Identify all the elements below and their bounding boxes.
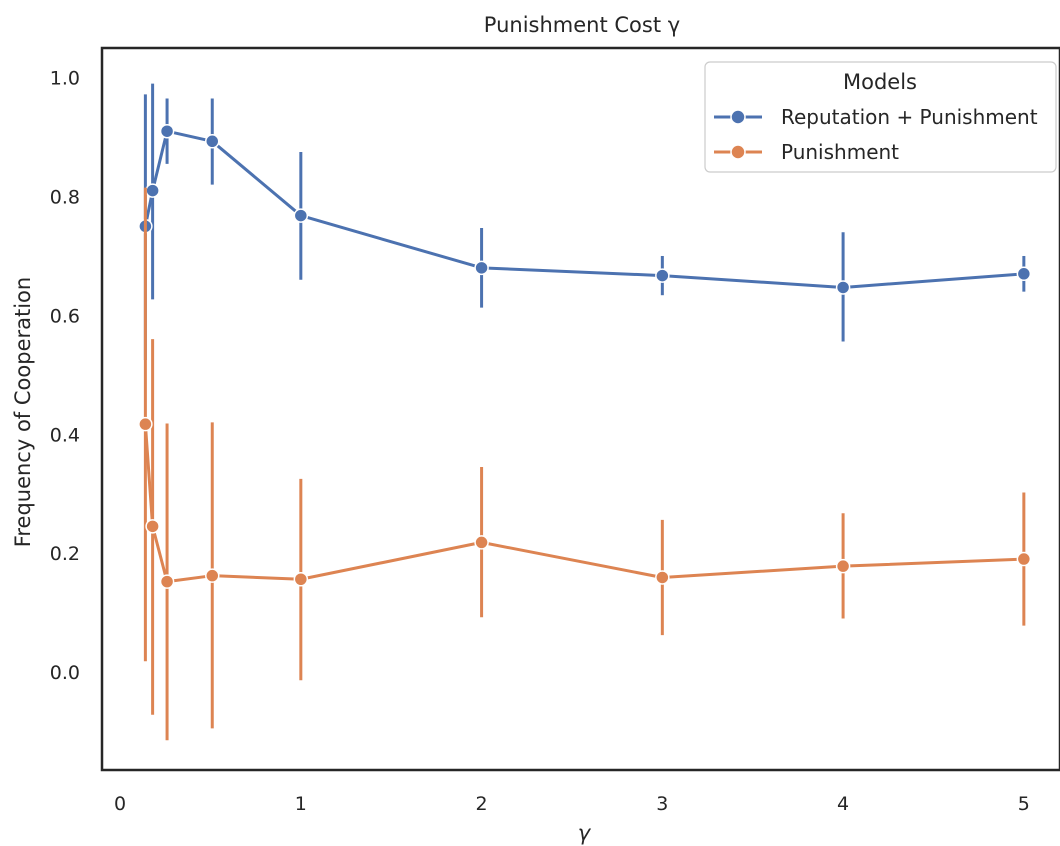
data-point [655,268,670,283]
data-point [205,568,220,583]
y-tick-label: 0.2 [50,543,80,565]
legend-marker [730,144,746,160]
series-line [143,424,1024,584]
x-tick-label: 5 [1018,793,1030,815]
x-tick-label: 4 [837,793,849,815]
y-tick-label: 1.0 [50,68,80,90]
x-tick-label: 1 [295,793,307,815]
legend: Models Reputation + Punishment Punishment [704,61,1057,173]
y-tick-label: 0.0 [50,662,80,684]
data-point [145,183,160,198]
data-point [159,574,175,589]
data-point [1016,266,1032,282]
data-point [1016,551,1032,567]
data-point [655,570,670,585]
x-axis: 0 1 2 3 4 5 [114,793,1030,815]
y-tick-label: 0.8 [50,187,80,209]
legend-title: Models [843,70,917,94]
y-tick-label: 0.6 [50,305,80,327]
data-point [474,535,489,550]
series-1 [138,187,1032,741]
data-point [145,519,160,534]
y-axis: 0.0 0.2 0.4 0.6 0.8 1.0 [50,68,80,684]
legend-label: Reputation + Punishment [781,105,1038,129]
x-tick-label: 3 [656,793,668,815]
y-axis-label: Frequency of Cooperation [11,277,35,547]
x-axis-label: γ [578,821,592,845]
legend-marker [730,109,746,125]
data-point [835,280,851,295]
data-point [159,123,175,139]
x-tick-label: 0 [114,793,126,815]
legend-box [704,61,1057,173]
plot-frame [100,46,1060,772]
data-point [293,571,309,587]
legend-label: Punishment [781,140,899,164]
chart-title: Punishment Cost γ [484,13,680,37]
data-point [474,260,489,276]
data-point [293,208,309,223]
data-point [835,558,851,574]
y-tick-label: 0.4 [50,424,80,446]
data-point [138,416,153,432]
data-point [205,134,220,149]
plot-area [138,83,1032,741]
x-tick-label: 2 [476,793,488,815]
